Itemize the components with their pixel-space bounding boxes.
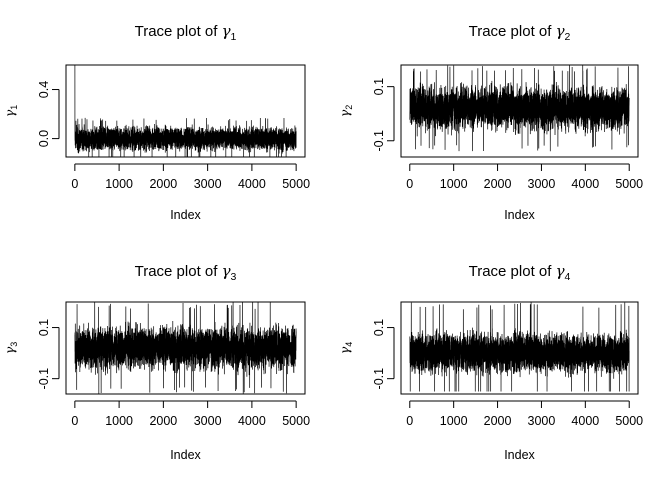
x-tick-label: 4000: [571, 177, 599, 191]
y-tick-label: -0.1: [37, 368, 51, 390]
x-tick-label: 1000: [105, 177, 133, 191]
x-tick-label: 0: [71, 177, 78, 191]
y-tick-label: 0.4: [37, 81, 51, 98]
x-tick-label: 3000: [528, 177, 556, 191]
x-tick-label: 3000: [528, 414, 556, 428]
x-tick-label: 4000: [238, 177, 266, 191]
plot-frame: [65, 64, 306, 158]
x-tick-label: 0: [71, 414, 78, 428]
trace-panel-1: 0 1000 2000 3000 4000 5000 0.0 0.4 Trace plot of…: [2, 22, 310, 222]
y-axis-label: γ4: [337, 342, 354, 355]
x-axis-label: Index: [504, 208, 535, 222]
panel-title: Trace plot of γ1: [135, 22, 237, 43]
trace-panel-3: 0 1000 2000 3000 4000 5000 -0.1 0.1 Trace plot o…: [2, 262, 310, 462]
y-axis-label: γ3: [2, 342, 19, 355]
x-tick-label: 0: [406, 414, 413, 428]
x-axis-label: Index: [170, 208, 201, 222]
x-tick-label: 5000: [615, 414, 643, 428]
y-tick-label: -0.1: [372, 130, 386, 152]
trace-line-3: [74, 302, 297, 394]
plot-frame: [65, 301, 306, 395]
panel-title: Trace plot of γ2: [469, 22, 571, 43]
x-tick-label: 4000: [571, 414, 599, 428]
x-tick-label: 1000: [440, 177, 468, 191]
x-axis-label: Index: [170, 448, 201, 462]
x-tick-label: 5000: [282, 177, 310, 191]
y-axis-label: γ2: [337, 105, 354, 118]
plot-frame: [400, 301, 639, 395]
x-axis-label: Index: [504, 448, 535, 462]
x-tick-label: 3000: [194, 414, 222, 428]
plot-frame: [400, 64, 639, 158]
x-tick-label: 5000: [615, 177, 643, 191]
x-tick-label: 2000: [149, 414, 177, 428]
trace-line-1: [74, 64, 297, 158]
x-tick-label: 1000: [440, 414, 468, 428]
x-tick-label: 2000: [149, 177, 177, 191]
x-tick-label: 2000: [484, 414, 512, 428]
trace-line-2: [409, 65, 630, 152]
panel-title: Trace plot of γ4: [469, 262, 571, 283]
x-tick-label: 5000: [282, 414, 310, 428]
x-tick-label: 1000: [105, 414, 133, 428]
trace-line-4: [409, 302, 630, 392]
x-tick-label: 3000: [194, 177, 222, 191]
trace-panel-4: 0 1000 2000 3000 4000 5000 -0.1 0.1 Trace plot o…: [337, 262, 643, 462]
y-tick-label: -0.1: [372, 368, 386, 390]
x-tick-label: 2000: [484, 177, 512, 191]
x-tick-label: 4000: [238, 414, 266, 428]
y-tick-label: 0.1: [372, 319, 386, 336]
trace-panel-2: 0 1000 2000 3000 4000 5000 -0.1 0.1 Trace plot o…: [337, 22, 643, 222]
y-tick-label: 0.0: [37, 130, 51, 147]
y-axis-label: γ1: [2, 105, 19, 118]
y-tick-label: 0.1: [372, 78, 386, 95]
x-tick-label: 0: [406, 177, 413, 191]
y-tick-label: 0.1: [37, 319, 51, 336]
panel-title: Trace plot of γ3: [135, 262, 237, 283]
